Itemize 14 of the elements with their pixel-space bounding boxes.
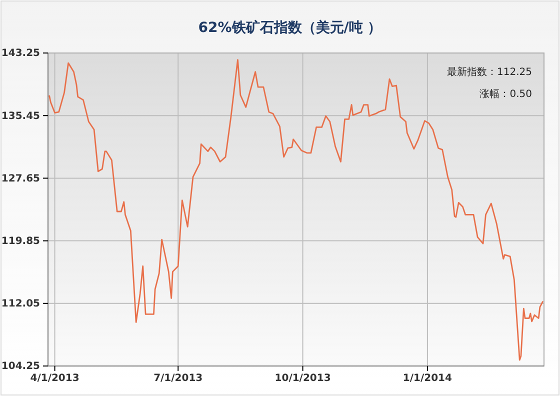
- annotation: 涨幅：0.50: [480, 88, 532, 100]
- y-tick-label: 119.85: [1, 236, 40, 247]
- line-series: [48, 59, 544, 361]
- y-tick-label: 104.25: [1, 361, 40, 372]
- x-tick-label: 1/1/2014: [402, 373, 452, 384]
- y-tick-label: 127.65: [1, 173, 40, 184]
- x-tick-label: 7/1/2013: [154, 373, 203, 384]
- x-tick-label: 10/1/2013: [274, 373, 331, 384]
- annotation: 最新指数：112.25: [447, 66, 532, 78]
- x-tick-label: 4/1/2013: [30, 373, 80, 384]
- y-tick-label: 135.45: [1, 110, 40, 122]
- chart-title: 62%铁矿石指数（美元/吨 ）: [198, 19, 382, 36]
- y-tick-label: 143.25: [1, 48, 40, 60]
- y-tick-label: 112.05: [1, 298, 40, 310]
